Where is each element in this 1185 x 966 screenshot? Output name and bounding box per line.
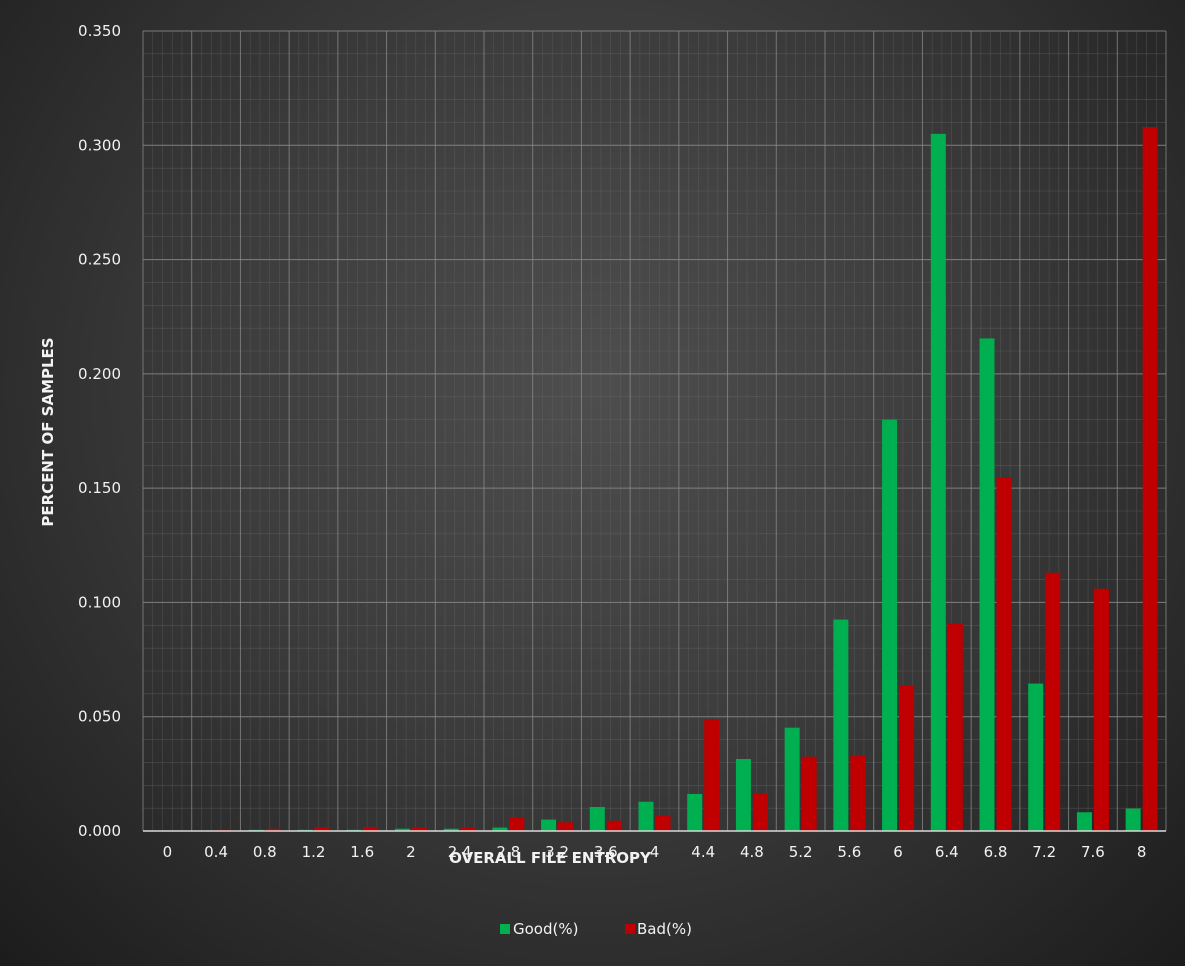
- good-bar-2-8: [492, 827, 508, 831]
- good-bar-6-8: [979, 338, 995, 831]
- x-tick-label: 7.6: [1081, 843, 1105, 861]
- bad-bar-4-4: [704, 719, 720, 831]
- legend-swatch-bad: [625, 924, 635, 934]
- x-tick-label: 6.4: [935, 843, 959, 861]
- bad-bar-3-2: [558, 822, 574, 831]
- x-tick-label: 7.2: [1032, 843, 1056, 861]
- good-bar-4-8: [735, 759, 751, 831]
- bad-bar-5-2: [801, 756, 817, 831]
- good-bar-5-2: [784, 727, 800, 831]
- good-bar-6: [882, 419, 898, 831]
- bad-bar-2-8: [509, 817, 525, 831]
- good-bar-8: [1125, 808, 1141, 831]
- x-tick-label: 4: [650, 843, 660, 861]
- x-tick-label: 4.4: [691, 843, 715, 861]
- legend: Good(%) Bad(%): [500, 920, 692, 938]
- x-tick-label: 1.2: [302, 843, 326, 861]
- legend-swatch-good: [500, 924, 510, 934]
- x-tick-label: 0.4: [204, 843, 228, 861]
- x-tick-label: 2.4: [448, 843, 472, 861]
- bad-bar-3-6: [606, 820, 622, 831]
- x-tick-label: 0: [163, 843, 173, 861]
- bad-bar-7-6: [1093, 588, 1109, 831]
- gridlines: [142, 30, 1167, 832]
- x-tick-label: 1.6: [350, 843, 374, 861]
- x-axis-title: OVERALL FILE ENTROPY: [449, 849, 652, 867]
- y-tick-label: 0.200: [78, 365, 121, 383]
- x-tick-label: 6.8: [984, 843, 1008, 861]
- good-bar-2: [394, 828, 410, 831]
- x-tick-label: 5.6: [837, 843, 861, 861]
- x-tick-label: 0.8: [253, 843, 277, 861]
- bad-bar-2: [411, 827, 427, 831]
- bad-bar-1-2: [314, 827, 330, 831]
- bad-bar-2-4: [460, 827, 476, 831]
- y-axis-ticks: 0.000 0.050 0.100 0.150 0.200 0.250 0.300 0.350: [78, 22, 121, 840]
- bad-bar-6-8: [996, 477, 1012, 831]
- y-tick-label: 0.250: [78, 251, 121, 269]
- x-tick-label: 2.8: [496, 843, 520, 861]
- y-axis-title: PERCENT OF SAMPLES: [39, 337, 57, 526]
- y-tick-label: 0.050: [78, 708, 121, 726]
- good-bar-6-4: [930, 133, 946, 831]
- good-bar-3-6: [589, 807, 605, 831]
- good-bar-7-2: [1028, 683, 1044, 831]
- bad-bar-6: [899, 685, 915, 831]
- bars: [217, 127, 1158, 831]
- y-tick-label: 0.100: [78, 593, 121, 611]
- x-tick-label: 4.8: [740, 843, 764, 861]
- bad-bar-4-8: [752, 793, 768, 831]
- bad-bar-1-6: [363, 826, 379, 831]
- good-bar-7-6: [1076, 812, 1092, 831]
- bad-bar-6-4: [947, 623, 963, 831]
- x-tick-label: 6: [893, 843, 903, 861]
- y-tick-label: 0.300: [78, 136, 121, 154]
- x-tick-label: 3.2: [545, 843, 569, 861]
- x-tick-label: 2: [406, 843, 416, 861]
- good-bar-4-4: [687, 793, 703, 831]
- bad-bar-0-8: [265, 828, 281, 831]
- good-bar-5-6: [833, 619, 849, 831]
- good-bar-4: [638, 801, 654, 831]
- bad-bar-8: [1142, 127, 1158, 831]
- bad-bar-4: [655, 815, 671, 831]
- x-tick-label: 3.6: [594, 843, 618, 861]
- y-tick-label: 0.150: [78, 479, 121, 497]
- y-tick-label: 0.000: [78, 822, 121, 840]
- bad-bar-5-6: [850, 755, 866, 831]
- legend-label-bad: Bad(%): [637, 920, 692, 938]
- x-tick-label: 8: [1137, 843, 1147, 861]
- bad-bar-7-2: [1045, 572, 1061, 831]
- good-bar-3-2: [541, 819, 557, 831]
- x-axis-ticks: 0 0.4 0.8 1.2 1.6 2 2.4 2.8 3.2 3.6 4 4.4 4.8 5.2 5.6 6…: [163, 843, 1147, 861]
- y-tick-label: 0.350: [78, 22, 121, 40]
- legend-label-good: Good(%): [513, 920, 578, 938]
- good-bar-2-4: [443, 828, 459, 831]
- x-tick-label: 5.2: [789, 843, 813, 861]
